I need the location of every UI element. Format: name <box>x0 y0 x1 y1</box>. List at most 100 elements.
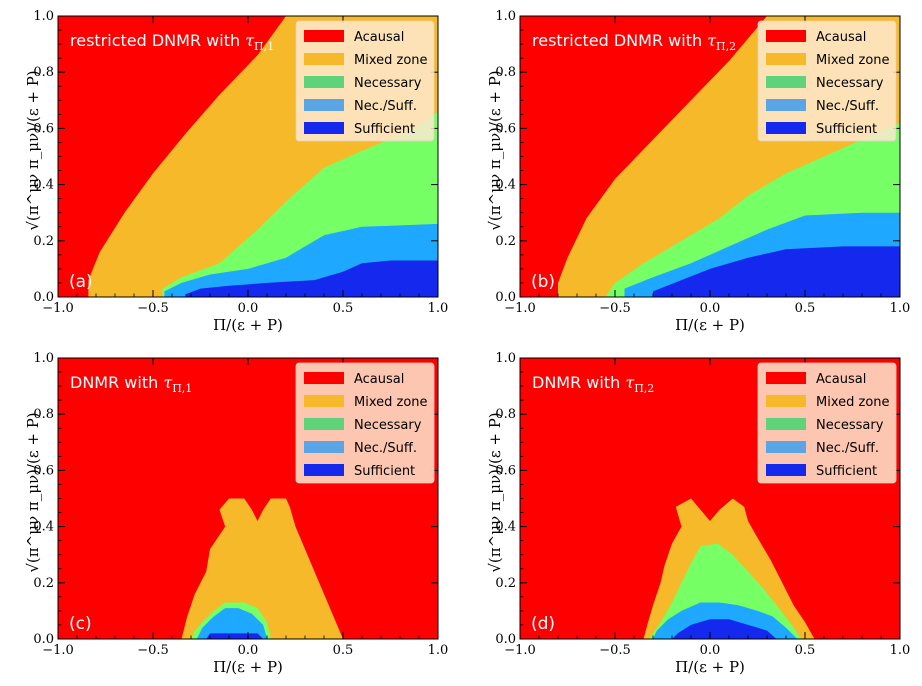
legend: Acausal Mixed zone Necessary Nec./Suff. Suff… <box>757 20 897 142</box>
x-axis-label: Π/(ε + P) <box>675 316 745 334</box>
legend-swatch-necessary <box>766 76 806 88</box>
legend-label-nec-suff: Nec./Suff. <box>816 441 879 456</box>
legend-label-sufficient: Sufficient <box>816 464 877 479</box>
x-tick-label: −0.5 <box>137 301 169 316</box>
title-symbol: τ <box>625 373 635 392</box>
x-tick-label: −0.5 <box>599 643 631 658</box>
panel-letter: (d) <box>531 614 555 634</box>
y-tick-label: 0.2 <box>33 576 54 591</box>
y-tick-label: 0.6 <box>495 463 516 478</box>
title-subscript: Π,1 <box>254 40 274 53</box>
x-tick-label: 1.0 <box>890 643 911 658</box>
legend-swatch-nec-suff <box>766 441 806 453</box>
legend-swatch-mixed-zone <box>766 53 806 65</box>
legend-swatch-nec-suff <box>304 441 344 453</box>
x-tick-label: 0.0 <box>700 301 721 316</box>
legend-label-mixed-zone: Mixed zone <box>816 53 890 68</box>
chart-svg: −1.0 −0.5 0.0 0.5 1.0 0.0 0.2 0.4 0.6 0.8 1.0 Π/(ε … <box>24 351 449 676</box>
region-sufficient <box>653 246 900 297</box>
y-axis-label: √(π^μν π_μν)/(ε + P) <box>24 412 42 572</box>
legend-swatch-mixed-zone <box>304 395 344 407</box>
legend-label-mixed-zone: Mixed zone <box>816 395 890 410</box>
panel-letter: (b) <box>531 272 555 292</box>
y-axis-label: √(π^μν π_μν)/(ε + P) <box>24 70 42 230</box>
legend-swatch-nec-suff <box>766 99 806 111</box>
x-tick-label: −0.5 <box>599 301 631 316</box>
y-tick-label: 0.6 <box>495 121 516 136</box>
panel-c: −1.0 −0.5 0.0 0.5 1.0 0.0 0.2 0.4 0.6 0.8 1.0 Π/(ε … <box>0 342 460 686</box>
y-tick-label: 0.0 <box>33 632 54 647</box>
x-axis-label: Π/(ε + P) <box>675 658 745 676</box>
y-tick-label: 0.4 <box>495 520 516 535</box>
legend-swatch-mixed-zone <box>766 395 806 407</box>
legend-label-acausal: Acausal <box>354 30 404 45</box>
y-tick-label: 0.8 <box>33 65 54 80</box>
title-subscript: Π,2 <box>716 40 736 53</box>
y-tick-label: 0.6 <box>33 463 54 478</box>
legend-label-mixed-zone: Mixed zone <box>354 53 428 68</box>
legend-swatch-acausal <box>766 30 806 42</box>
title-prefix: DNMR with <box>532 373 625 392</box>
y-tick-label: 0.2 <box>495 576 516 591</box>
title-subscript: Π,1 <box>172 382 192 395</box>
panel-a: −1.0 −0.5 0.0 0.5 1.0 0.0 0.2 0.4 0.6 0.8 1.0 Π/(ε … <box>0 0 460 344</box>
legend: Acausal Mixed zone Necessary Nec./Suff. Suff… <box>295 362 435 484</box>
panel-letter: (a) <box>69 272 93 292</box>
legend: Acausal Mixed zone Necessary Nec./Suff. Suff… <box>757 362 897 484</box>
y-tick-label: 1.0 <box>33 351 54 366</box>
legend-label-nec-suff: Nec./Suff. <box>816 99 879 114</box>
x-tick-label: 0.5 <box>795 643 816 658</box>
legend-swatch-acausal <box>766 372 806 384</box>
chart-svg: −1.0 −0.5 0.0 0.5 1.0 0.0 0.2 0.4 0.6 0.8 1.0 Π/(ε … <box>486 9 911 334</box>
x-tick-label: 0.0 <box>238 301 259 316</box>
legend-swatch-necessary <box>304 76 344 88</box>
legend-swatch-acausal <box>304 372 344 384</box>
y-axis-label: √(π^μν π_μν)/(ε + P) <box>486 412 504 572</box>
y-tick-label: 0.8 <box>495 65 516 80</box>
y-tick-label: 0.8 <box>495 407 516 422</box>
x-tick-label: 1.0 <box>890 301 911 316</box>
y-tick-label: 0.4 <box>33 520 54 535</box>
x-tick-label: 0.0 <box>700 643 721 658</box>
title-symbol: τ <box>163 373 173 392</box>
y-tick-label: 1.0 <box>33 9 54 24</box>
region-mixed-zone <box>181 498 343 639</box>
legend-label-nec-suff: Nec./Suff. <box>354 99 417 114</box>
y-tick-label: 0.6 <box>33 121 54 136</box>
legend-swatch-mixed-zone <box>304 53 344 65</box>
legend-label-mixed-zone: Mixed zone <box>354 395 428 410</box>
legend-label-necessary: Necessary <box>816 418 884 433</box>
legend-swatch-sufficient <box>304 122 344 134</box>
legend-swatch-sufficient <box>766 122 806 134</box>
y-tick-label: 1.0 <box>495 9 516 24</box>
x-tick-label: 0.5 <box>333 643 354 658</box>
x-axis-label: Π/(ε + P) <box>213 658 283 676</box>
panel-title: DNMR with τΠ,2 <box>532 373 654 395</box>
panel-title: DNMR with τΠ,1 <box>70 373 192 395</box>
y-axis-label: √(π^μν π_μν)/(ε + P) <box>486 70 504 230</box>
title-prefix: restricted DNMR with <box>532 31 707 50</box>
panel-d: −1.0 −0.5 0.0 0.5 1.0 0.0 0.2 0.4 0.6 0.8 1.0 Π/(ε … <box>462 342 922 686</box>
chart-svg: −1.0 −0.5 0.0 0.5 1.0 0.0 0.2 0.4 0.6 0.8 1.0 Π/(ε … <box>24 9 449 334</box>
x-tick-label: 0.5 <box>795 301 816 316</box>
x-tick-label: −1.0 <box>504 301 536 316</box>
y-tick-label: 0.4 <box>33 178 54 193</box>
x-tick-label: 0.0 <box>238 643 259 658</box>
legend-swatch-necessary <box>304 418 344 430</box>
legend-label-necessary: Necessary <box>354 76 422 91</box>
title-symbol: τ <box>245 31 255 50</box>
legend-swatch-necessary <box>766 418 806 430</box>
legend-label-acausal: Acausal <box>816 372 866 387</box>
y-tick-label: 0.0 <box>495 632 516 647</box>
x-tick-label: −1.0 <box>42 301 74 316</box>
legend-label-acausal: Acausal <box>816 30 866 45</box>
x-tick-label: −1.0 <box>504 643 536 658</box>
legend-swatch-sufficient <box>304 464 344 476</box>
y-tick-label: 0.2 <box>33 234 54 249</box>
x-tick-label: 1.0 <box>428 643 449 658</box>
x-tick-label: 1.0 <box>428 301 449 316</box>
panel-letter: (c) <box>69 614 92 634</box>
x-axis-label: Π/(ε + P) <box>213 316 283 334</box>
region-sufficient <box>672 619 777 639</box>
